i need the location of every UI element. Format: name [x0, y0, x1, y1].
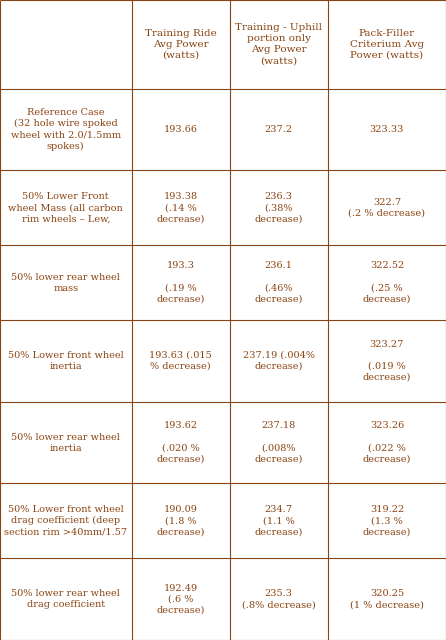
Text: 193.66: 193.66	[164, 125, 198, 134]
Text: 322.52

(.25 %
decrease): 322.52 (.25 % decrease)	[363, 261, 411, 304]
Text: Training - Uphill
portion only
Avg Power
(watts): Training - Uphill portion only Avg Power…	[235, 23, 322, 65]
Text: 50% lower rear wheel
drag coefficient: 50% lower rear wheel drag coefficient	[11, 589, 120, 609]
Text: 193.63 (.015
% decrease): 193.63 (.015 % decrease)	[149, 351, 212, 371]
Text: 193.62

(.020 %
decrease): 193.62 (.020 % decrease)	[157, 421, 205, 464]
Text: 237.2: 237.2	[264, 125, 293, 134]
Text: 319.22
(1.3 %
decrease): 319.22 (1.3 % decrease)	[363, 505, 411, 536]
Text: 234.7
(1.1 %
decrease): 234.7 (1.1 % decrease)	[255, 505, 303, 536]
Text: 193.38
(.14 %
decrease): 193.38 (.14 % decrease)	[157, 192, 205, 223]
Text: 323.26

(.022 %
decrease): 323.26 (.022 % decrease)	[363, 421, 411, 464]
Text: 193.3

(.19 %
decrease): 193.3 (.19 % decrease)	[157, 261, 205, 304]
Text: 50% Lower front wheel
inertia: 50% Lower front wheel inertia	[8, 351, 124, 371]
Text: 235.3
(.8% decrease): 235.3 (.8% decrease)	[242, 589, 316, 609]
Text: 50% lower rear wheel
mass: 50% lower rear wheel mass	[11, 273, 120, 292]
Text: 323.27

(.019 %
decrease): 323.27 (.019 % decrease)	[363, 340, 411, 382]
Text: 236.1

(.46%
decrease): 236.1 (.46% decrease)	[255, 261, 303, 304]
Text: 320.25
(1 % decrease): 320.25 (1 % decrease)	[350, 589, 424, 609]
Text: 190.09
(1.8 %
decrease): 190.09 (1.8 % decrease)	[157, 505, 205, 536]
Text: 323.33: 323.33	[370, 125, 404, 134]
Text: 237.19 (.004%
decrease): 237.19 (.004% decrease)	[243, 351, 315, 371]
Text: Pack-Filler
Criterium Avg
Power (watts): Pack-Filler Criterium Avg Power (watts)	[350, 29, 424, 60]
Text: 50% Lower front wheel
drag coefficient (deep
section rim >40mm/1.57: 50% Lower front wheel drag coefficient (…	[4, 505, 128, 536]
Text: 322.7
(.2 % decrease): 322.7 (.2 % decrease)	[348, 198, 425, 218]
Text: 236.3
(.38%
decrease): 236.3 (.38% decrease)	[255, 192, 303, 223]
Text: 50% lower rear wheel
inertia: 50% lower rear wheel inertia	[11, 433, 120, 452]
Text: 237.18

(.008%
decrease): 237.18 (.008% decrease)	[255, 421, 303, 464]
Text: Training Ride
Avg Power
(watts): Training Ride Avg Power (watts)	[145, 29, 216, 60]
Text: 192.49
(.6 %
decrease): 192.49 (.6 % decrease)	[157, 584, 205, 615]
Text: Reference Case
(32 hole wire spoked
wheel with 2.0/1.5mm
spokes): Reference Case (32 hole wire spoked whee…	[11, 108, 121, 150]
Text: 50% Lower Front
wheel Mass (all carbon
rim wheels – Lew,: 50% Lower Front wheel Mass (all carbon r…	[8, 192, 123, 223]
